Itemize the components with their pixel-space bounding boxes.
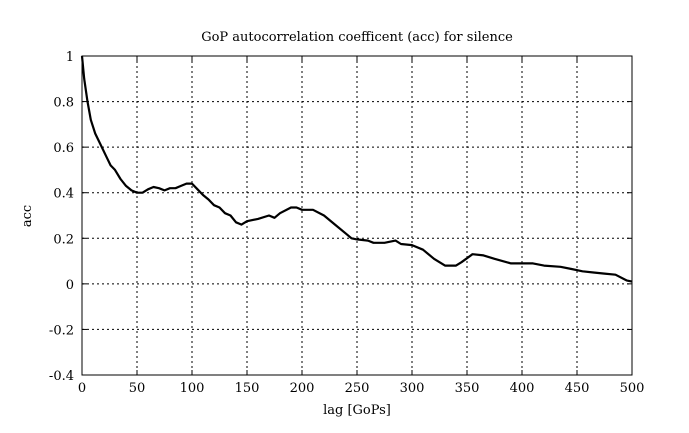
x-tick-label: 400 — [510, 381, 535, 396]
y-tick-label: 0.4 — [53, 187, 74, 202]
x-tick-label: 350 — [455, 381, 480, 396]
x-tick-label: 50 — [129, 381, 146, 396]
plot-frame — [81, 55, 633, 376]
x-tick-label: 250 — [345, 381, 370, 396]
y-tick-label: -0.2 — [49, 323, 74, 338]
x-tick-label: 450 — [565, 381, 590, 396]
x-tick-label: 100 — [180, 381, 205, 396]
y-tick-label: 0 — [66, 278, 74, 293]
y-tick-label: 1 — [66, 50, 74, 65]
x-tick-label: 0 — [78, 381, 86, 396]
x-tick-label: 200 — [290, 381, 315, 396]
x-tick-label: 500 — [620, 381, 645, 396]
chart-title: GoP autocorrelation coefficent (acc) for… — [201, 30, 513, 45]
grid — [82, 56, 632, 375]
x-tick-label: 300 — [400, 381, 425, 396]
y-tick-label: 0.2 — [53, 232, 74, 247]
y-tick-label: 0.8 — [53, 96, 74, 111]
series-line-acc — [80, 55, 633, 283]
ticks: 0 50 100 150 200 250 300 350 400 450 500 -0.4 -0.2 0 0… — [49, 50, 644, 396]
y-tick-label: 0.6 — [53, 141, 74, 156]
y-axis-label: acc — [20, 205, 35, 227]
y-tick-label: -0.4 — [49, 369, 74, 384]
x-axis-label: lag [GoPs] — [323, 403, 391, 418]
x-tick-label: 150 — [235, 381, 260, 396]
